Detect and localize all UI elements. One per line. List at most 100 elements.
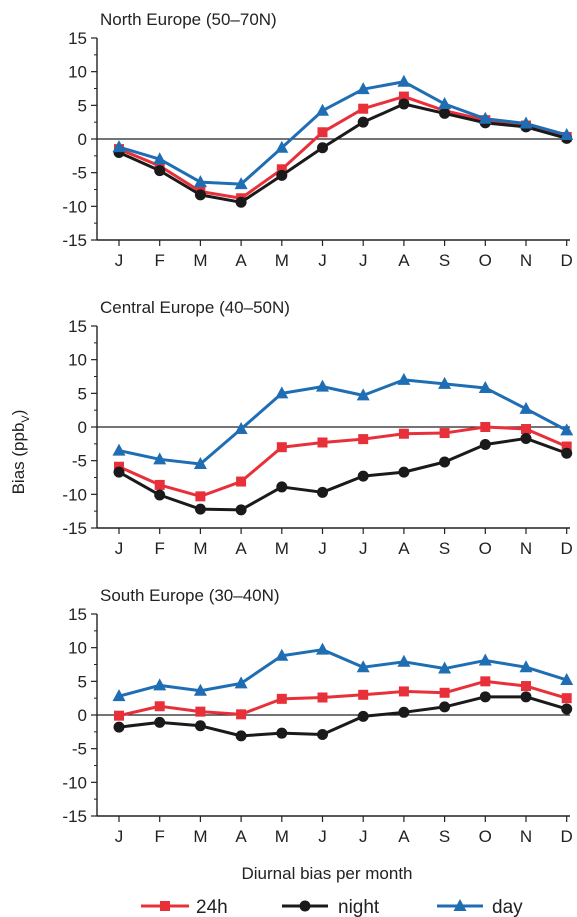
legend-item-24h: 24h <box>141 897 228 917</box>
x-tick-label: M <box>275 539 289 558</box>
y-tick-label: -15 <box>62 519 87 538</box>
data-point-night <box>194 503 206 515</box>
data-point-24h <box>521 681 531 692</box>
panel-3: South Europe (30–40N) 15 10 5 0 -5 -10 -15 J F M A M… <box>62 586 574 846</box>
data-point-night <box>235 730 247 742</box>
y-tick-label: 0 <box>78 706 87 725</box>
series-line-day <box>118 80 568 186</box>
x-tick-label: N <box>520 827 532 846</box>
x-tick-label: M <box>193 251 207 270</box>
data-point-night <box>479 439 491 451</box>
data-point-night <box>398 466 410 478</box>
series-line-24h <box>118 679 568 718</box>
series-line-day <box>118 648 568 698</box>
panel-2: Central Europe (40–50N) 15 10 5 0 -5 -10 -15 J F M… <box>62 298 574 558</box>
data-point-night <box>194 189 206 201</box>
series-night <box>113 691 573 742</box>
series-line-night <box>118 436 568 512</box>
y-tick-label: -10 <box>62 485 87 504</box>
data-point-24h <box>317 437 328 448</box>
data-point-night <box>154 716 166 728</box>
series-night <box>113 432 573 516</box>
data-point-night <box>276 481 288 493</box>
data-point-night <box>235 504 247 516</box>
data-point-24h <box>439 428 450 439</box>
data-point-24h <box>358 434 369 445</box>
data-point-day <box>519 401 533 414</box>
x-axis-label: Diurnal bias per month <box>241 864 412 883</box>
data-point-day <box>275 648 289 661</box>
data-point-24h <box>480 422 491 432</box>
x-tick-label: A <box>398 251 410 270</box>
data-point-24h <box>114 710 124 721</box>
x-tick-label: A <box>235 251 247 270</box>
legend-marker <box>453 899 467 911</box>
data-point-24h <box>236 476 247 487</box>
legend-marker <box>160 901 170 911</box>
series-24h <box>114 91 572 204</box>
series-line-day <box>118 378 568 466</box>
data-point-night <box>194 720 206 732</box>
data-point-day <box>560 423 574 436</box>
data-point-day <box>519 116 533 129</box>
panel-title: South Europe (30–40N) <box>100 586 280 605</box>
x-tick-label: J <box>318 539 327 558</box>
y-tick-label: 10 <box>68 63 87 82</box>
y-tick-label: 15 <box>68 605 87 624</box>
data-point-24h <box>439 687 450 698</box>
x-tick-label: J <box>115 827 124 846</box>
x-tick-label: O <box>479 827 492 846</box>
legend-label: 24h <box>196 897 228 917</box>
y-tick-label: 5 <box>78 384 87 403</box>
x-tick-label: F <box>155 827 165 846</box>
data-point-24h <box>398 91 409 102</box>
x-tick-label: S <box>439 827 450 846</box>
data-point-day <box>438 661 452 674</box>
x-tick-label: S <box>439 539 450 558</box>
x-tick-label: D <box>561 539 573 558</box>
data-point-night <box>357 470 369 482</box>
y-axis-label: Bias (ppbV) <box>9 410 32 495</box>
x-tick-label: N <box>520 251 532 270</box>
x-tick-label: J <box>318 251 327 270</box>
data-point-day <box>153 152 167 165</box>
data-point-night <box>113 466 125 478</box>
y-tick-label: 5 <box>78 672 87 691</box>
data-point-day <box>193 175 207 188</box>
legend-label: night <box>338 897 380 917</box>
legend-item-night: night <box>282 897 380 917</box>
data-point-24h <box>236 709 247 720</box>
data-point-24h <box>398 428 409 439</box>
data-point-day <box>112 689 126 702</box>
series-line-24h <box>118 95 568 200</box>
data-point-day <box>193 457 207 470</box>
series-day <box>112 74 574 190</box>
x-tick-label: A <box>235 539 247 558</box>
y-tick-label: -5 <box>72 452 87 471</box>
data-point-day <box>397 74 411 87</box>
data-point-day <box>560 127 574 140</box>
data-point-day <box>478 653 492 666</box>
data-point-day <box>112 140 126 153</box>
data-point-night <box>317 486 328 498</box>
x-tick-label: J <box>318 827 327 846</box>
x-tick-label: M <box>193 827 207 846</box>
x-tick-label: J <box>115 539 124 558</box>
data-point-day <box>316 642 329 655</box>
data-point-day <box>397 654 411 667</box>
data-point-24h <box>154 479 165 490</box>
data-point-night <box>317 142 328 154</box>
data-point-night <box>520 432 532 444</box>
data-point-day <box>193 683 207 696</box>
y-tick-label: -5 <box>72 164 87 183</box>
panel-1: North Europe (50–70N) 15 10 5 0 -5 -10 -15 J F M A M… <box>62 10 574 270</box>
x-tick-label: O <box>479 251 492 270</box>
data-point-day <box>560 672 574 685</box>
data-point-24h <box>276 442 287 453</box>
data-point-day <box>438 96 452 109</box>
data-point-day <box>316 379 329 392</box>
y-tick-label: -15 <box>62 231 87 250</box>
x-tick-label: A <box>398 827 410 846</box>
data-point-night <box>317 729 328 741</box>
